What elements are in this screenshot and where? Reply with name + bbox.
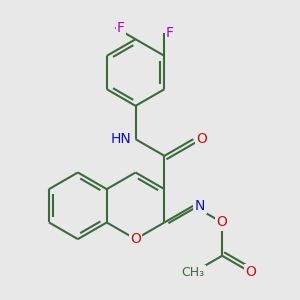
Text: O: O: [245, 266, 256, 279]
Text: O: O: [196, 132, 207, 146]
Text: O: O: [217, 215, 228, 230]
Text: F: F: [166, 26, 174, 40]
Text: N: N: [195, 199, 205, 213]
Text: HN: HN: [111, 132, 132, 146]
Text: CH₃: CH₃: [182, 266, 205, 279]
Text: F: F: [117, 21, 125, 34]
Text: O: O: [130, 232, 141, 246]
